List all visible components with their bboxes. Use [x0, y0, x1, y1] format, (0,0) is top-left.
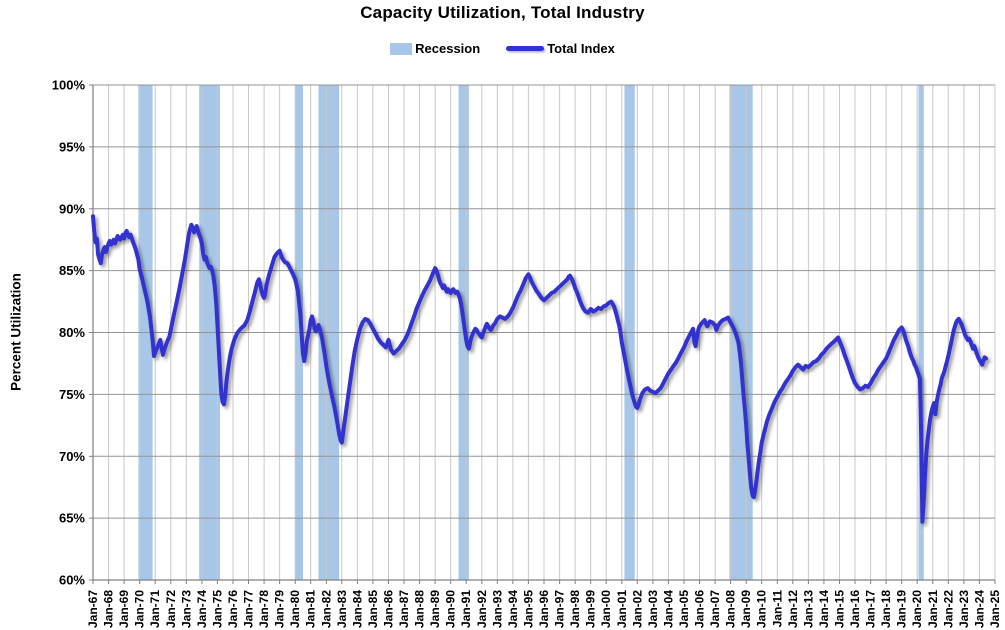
- svg-text:Jan-13: Jan-13: [801, 590, 815, 628]
- svg-text:Jan-97: Jan-97: [553, 590, 567, 628]
- svg-text:Jan-90: Jan-90: [444, 590, 458, 628]
- total-index-line: [91, 214, 988, 524]
- svg-text:Jan-15: Jan-15: [833, 590, 847, 628]
- svg-text:Jan-79: Jan-79: [273, 590, 287, 628]
- svg-text:Jan-08: Jan-08: [724, 590, 738, 628]
- svg-text:Jan-98: Jan-98: [568, 590, 582, 628]
- legend-item-total-index: Total Index: [506, 41, 615, 56]
- svg-text:Jan-72: Jan-72: [164, 590, 178, 628]
- svg-text:Jan-14: Jan-14: [817, 590, 831, 628]
- svg-text:Jan-11: Jan-11: [770, 590, 784, 628]
- chart-legend: Recession Total Index: [0, 41, 1005, 56]
- svg-text:Jan-82: Jan-82: [319, 590, 333, 628]
- svg-text:65%: 65%: [59, 511, 85, 526]
- svg-text:Jan-95: Jan-95: [521, 590, 535, 628]
- svg-text:Jan-89: Jan-89: [428, 590, 442, 628]
- svg-text:Jan-92: Jan-92: [475, 590, 489, 628]
- legend-item-recession: Recession: [390, 41, 480, 56]
- svg-text:100%: 100%: [52, 78, 86, 93]
- svg-text:70%: 70%: [59, 449, 85, 464]
- svg-text:Jan-94: Jan-94: [506, 590, 520, 628]
- x-grid-and-labels: Jan-67 Jan-68 Jan-69 Jan-70 Jan-71 Jan-72 Jan-…: [86, 85, 1002, 628]
- svg-text:Jan-25: Jan-25: [988, 590, 1002, 628]
- svg-text:Jan-99: Jan-99: [584, 590, 598, 628]
- svg-text:Jan-18: Jan-18: [879, 590, 893, 628]
- svg-text:Jan-77: Jan-77: [242, 590, 256, 628]
- svg-text:Jan-07: Jan-07: [708, 590, 722, 628]
- y-axis-title: Percent Utilization: [8, 273, 24, 391]
- svg-text:Jan-09: Jan-09: [739, 590, 753, 628]
- svg-text:Jan-91: Jan-91: [459, 590, 473, 628]
- svg-text:Jan-68: Jan-68: [102, 590, 116, 628]
- svg-text:60%: 60%: [59, 573, 85, 588]
- svg-text:Jan-16: Jan-16: [848, 590, 862, 628]
- svg-text:Jan-06: Jan-06: [693, 590, 707, 628]
- y-grid-and-labels: 100% 95% 90% 85% 80% 75% 70% 65% 60%: [52, 78, 995, 588]
- svg-text:Jan-96: Jan-96: [537, 590, 551, 628]
- svg-text:75%: 75%: [59, 387, 85, 402]
- svg-text:Jan-05: Jan-05: [677, 590, 691, 628]
- svg-text:Jan-17: Jan-17: [864, 590, 878, 628]
- svg-text:Jan-19: Jan-19: [895, 590, 909, 628]
- svg-text:Jan-02: Jan-02: [630, 590, 644, 628]
- svg-text:Jan-71: Jan-71: [148, 590, 162, 628]
- svg-text:Jan-22: Jan-22: [941, 590, 955, 628]
- recession-band-swatch: [390, 42, 413, 55]
- svg-text:Jan-01: Jan-01: [615, 590, 629, 628]
- legend-label-recession: Recession: [415, 41, 481, 56]
- svg-text:Jan-76: Jan-76: [226, 590, 240, 628]
- svg-text:Jan-75: Jan-75: [210, 590, 224, 628]
- svg-text:Jan-78: Jan-78: [257, 590, 271, 628]
- svg-text:Jan-12: Jan-12: [786, 590, 800, 628]
- svg-text:95%: 95%: [59, 139, 85, 154]
- svg-text:Jan-03: Jan-03: [646, 590, 660, 628]
- legend-label-total-index: Total Index: [547, 41, 615, 56]
- svg-text:Jan-88: Jan-88: [413, 590, 427, 628]
- svg-text:Jan-20: Jan-20: [910, 590, 924, 628]
- total-index-line-swatch: [506, 46, 545, 51]
- svg-text:Jan-87: Jan-87: [397, 590, 411, 628]
- svg-text:Jan-21: Jan-21: [926, 590, 940, 628]
- svg-text:Jan-23: Jan-23: [957, 590, 971, 628]
- svg-text:Jan-83: Jan-83: [335, 590, 349, 628]
- svg-text:Jan-73: Jan-73: [179, 590, 193, 628]
- svg-text:Jan-86: Jan-86: [382, 590, 396, 628]
- svg-text:Jan-70: Jan-70: [133, 590, 147, 628]
- svg-text:Jan-81: Jan-81: [304, 590, 318, 628]
- svg-text:90%: 90%: [59, 201, 85, 216]
- svg-text:Jan-24: Jan-24: [972, 590, 986, 628]
- svg-text:Jan-74: Jan-74: [195, 590, 209, 628]
- svg-text:Jan-69: Jan-69: [117, 590, 131, 628]
- svg-text:80%: 80%: [59, 325, 85, 340]
- svg-text:Jan-84: Jan-84: [350, 590, 364, 628]
- svg-text:Jan-67: Jan-67: [86, 590, 100, 628]
- svg-text:Jan-10: Jan-10: [755, 590, 769, 628]
- chart-title: Capacity Utilization, Total Industry: [360, 3, 645, 22]
- svg-text:Jan-04: Jan-04: [661, 590, 675, 628]
- svg-text:Jan-00: Jan-00: [599, 590, 613, 628]
- svg-text:85%: 85%: [59, 263, 85, 278]
- svg-text:Jan-93: Jan-93: [490, 590, 504, 628]
- svg-text:Jan-80: Jan-80: [288, 590, 302, 628]
- svg-text:Jan-85: Jan-85: [366, 590, 380, 628]
